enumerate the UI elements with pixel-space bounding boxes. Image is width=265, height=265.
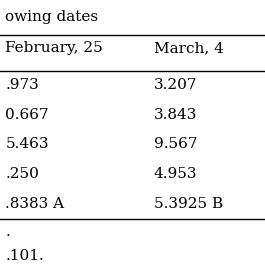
Text: 3.843: 3.843 xyxy=(154,108,197,122)
Text: .250: .250 xyxy=(5,167,39,181)
Text: 5.3925 B: 5.3925 B xyxy=(154,197,223,211)
Text: 5.463: 5.463 xyxy=(5,137,49,151)
Text: .973: .973 xyxy=(5,78,39,92)
Text: 4.953: 4.953 xyxy=(154,167,197,181)
Text: 9.567: 9.567 xyxy=(154,137,197,151)
Text: .101.: .101. xyxy=(5,249,44,263)
Text: March, 4: March, 4 xyxy=(154,41,224,55)
Text: 0.667: 0.667 xyxy=(5,108,49,122)
Text: .: . xyxy=(5,226,10,240)
Text: 3.207: 3.207 xyxy=(154,78,197,92)
Text: owing dates: owing dates xyxy=(5,10,98,24)
Text: February, 25: February, 25 xyxy=(5,41,103,55)
Text: .8383 A: .8383 A xyxy=(5,197,64,211)
